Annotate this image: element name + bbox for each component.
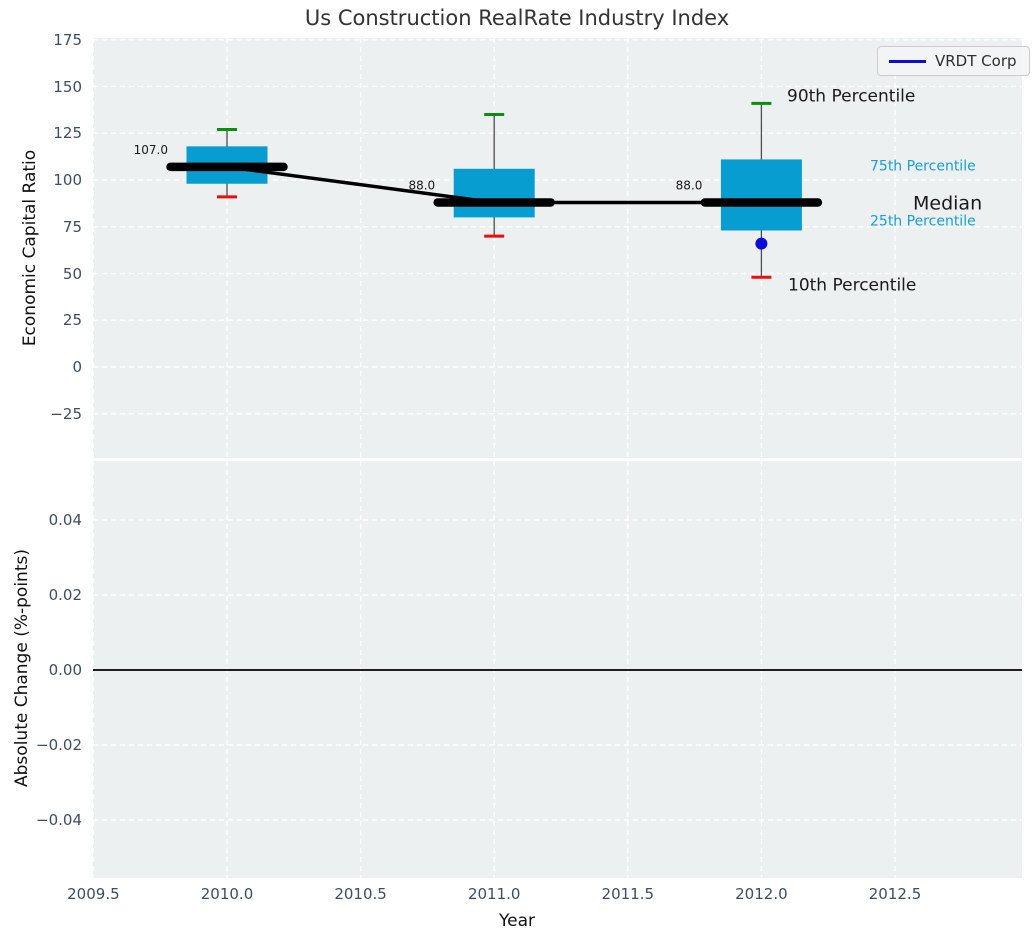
x-tick-label: 2010.0 bbox=[200, 885, 254, 903]
iqr-box bbox=[720, 159, 802, 231]
x-axis-label: Year bbox=[499, 911, 535, 931]
x-tick-label: 2009.5 bbox=[67, 885, 120, 903]
x-tick-label: 2012.0 bbox=[735, 885, 788, 903]
percentile-annotation: 25th Percentile bbox=[870, 214, 976, 230]
company-point bbox=[755, 237, 768, 250]
median-value-label: 88.0 bbox=[676, 178, 703, 192]
legend-line-swatch bbox=[889, 59, 926, 63]
bottom-y-tick-label: −0.02 bbox=[36, 736, 82, 754]
top-y-tick-label: 50 bbox=[62, 264, 82, 283]
top-y-tick-label: 150 bbox=[53, 77, 82, 96]
top-plot-canvas: 107.0 88.0 88.0 90th Percentile 75th Percent… bbox=[93, 38, 1022, 458]
chart-title: Us Construction RealRate Industry Index bbox=[304, 6, 730, 30]
top-y-tick-label: −25 bbox=[50, 404, 82, 423]
percentile-annotation: Median bbox=[913, 192, 982, 214]
legend-label: VRDT Corp bbox=[935, 52, 1017, 70]
median-value-label: 88.0 bbox=[408, 178, 435, 192]
top-y-tick-label: 25 bbox=[62, 311, 82, 330]
bottom-y-tick-label: −0.04 bbox=[36, 811, 82, 829]
x-tick-label: 2011.5 bbox=[601, 885, 655, 903]
x-tick-label: 2010.5 bbox=[334, 885, 387, 903]
x-tick-label: 2012.5 bbox=[868, 885, 922, 903]
median-value-label: 107.0 bbox=[134, 143, 168, 157]
bottom-y-tick-label: 0.02 bbox=[48, 586, 82, 604]
top-y-tick-label: 125 bbox=[53, 124, 82, 143]
top-y-tick-label: 75 bbox=[62, 217, 82, 236]
bottom-y-tick-label: 0.04 bbox=[48, 511, 82, 529]
top-y-tick-label: 0 bbox=[72, 358, 82, 376]
x-tick-label: 2011.0 bbox=[467, 885, 521, 903]
percentile-annotation: 90th Percentile bbox=[787, 86, 915, 106]
top-y-tick-label: 100 bbox=[53, 171, 82, 189]
top-y-tick-label: 175 bbox=[53, 30, 82, 49]
legend: VRDT Corp bbox=[877, 46, 1030, 76]
bottom-plot-canvas bbox=[93, 461, 1022, 878]
bottom-plot-panel bbox=[93, 461, 1022, 878]
bottom-y-tick-label: 0.00 bbox=[48, 661, 82, 679]
percentile-annotation: 10th Percentile bbox=[788, 275, 916, 295]
iqr-box bbox=[453, 168, 535, 218]
percentile-annotation: 75th Percentile bbox=[870, 158, 976, 174]
top-plot-panel: 107.0 88.0 88.0 90th Percentile 75th Percent… bbox=[93, 38, 1022, 458]
